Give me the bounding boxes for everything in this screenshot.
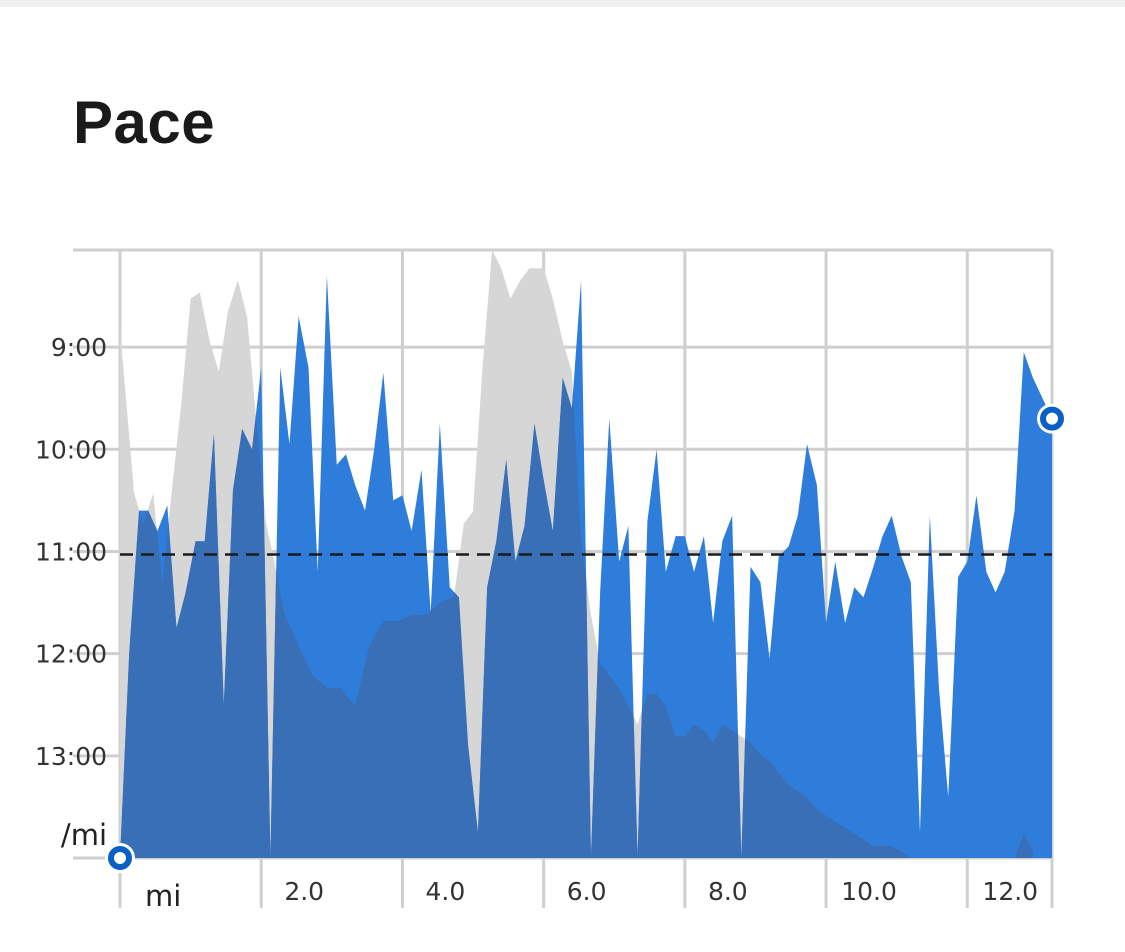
y-axis-unit-label: /mi [61, 818, 107, 852]
y-tick-label: 10:00 [35, 435, 107, 464]
start-marker [105, 843, 135, 873]
x-tick-label: 10.0 [841, 877, 897, 906]
y-tick-label: 9:00 [51, 333, 107, 362]
page-title: Pace [73, 89, 216, 156]
top-strip [0, 0, 1125, 7]
x-tick-label: 2.0 [284, 877, 324, 906]
x-tick-label: 12.0 [982, 877, 1038, 906]
y-tick-label: 13:00 [35, 742, 107, 771]
marker-ring [1040, 406, 1064, 431]
x-tick-label: 6.0 [567, 877, 607, 906]
end-marker [1037, 403, 1067, 434]
x-tick-label: 4.0 [426, 877, 466, 906]
markers [105, 403, 1067, 873]
marker-ring [108, 846, 132, 870]
tick-labels: 9:00 10:00 11:00 12:00 13:00/mi 2.0 4.0 6.0 8.0 1… [35, 333, 1038, 913]
x-axis-unit-label: mi [145, 879, 181, 913]
y-tick-label: 11:00 [35, 537, 107, 566]
y-tick-label: 12:00 [35, 640, 107, 669]
x-tick-label: 8.0 [708, 877, 748, 906]
